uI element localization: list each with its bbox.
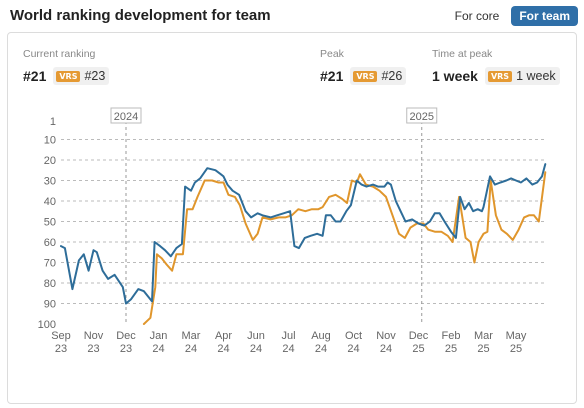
x-tick-month: Apr — [215, 330, 232, 342]
x-tick-month: Jun — [247, 330, 265, 342]
time-at-peak-stat: Time at peak 1 week VRS 1 week — [432, 48, 560, 85]
y-tick-label: 20 — [44, 155, 56, 167]
x-tick-month: Jul — [281, 330, 295, 342]
y-tick-label: 50 — [44, 216, 56, 228]
x-tick-year: 24 — [315, 343, 327, 355]
time-at-peak-vrs-value: 1 week — [516, 69, 556, 83]
x-tick-year: 23 — [87, 343, 99, 355]
y-tick-label: 60 — [44, 237, 56, 249]
x-tick-year: 23 — [55, 343, 67, 355]
y-tick-label: 100 — [38, 319, 56, 331]
for-team-button[interactable]: For team — [511, 6, 578, 26]
x-tick-year: 25 — [445, 343, 457, 355]
x-tick-month: May — [506, 330, 527, 342]
x-tick-month: Sep — [51, 330, 71, 342]
year-marker-box — [110, 107, 142, 124]
y-tick-label: 70 — [44, 257, 56, 269]
vrs-badge: VRS — [56, 70, 81, 82]
current-ranking-stat: Current ranking #21 VRS #23 — [23, 48, 110, 85]
time-at-peak-vrs-pill: VRS 1 week — [484, 67, 560, 85]
year-marker-label: 2025 — [410, 111, 434, 123]
peak-stat: Peak #21 VRS #26 — [320, 48, 407, 85]
team-ranking-line — [60, 163, 547, 305]
x-tick-year: 23 — [120, 343, 132, 355]
year-marker-label: 2024 — [114, 111, 138, 123]
x-tick-year: 24 — [185, 343, 197, 355]
x-tick-year: 25 — [477, 343, 489, 355]
x-tick-year: 24 — [217, 343, 229, 355]
vrs-badge: VRS — [487, 70, 513, 82]
scope-toggle: For core For team — [447, 6, 578, 26]
y-tick-label: 80 — [44, 278, 56, 290]
x-tick-month: Dec — [116, 330, 136, 342]
x-tick-year: 24 — [250, 343, 262, 355]
vrs-ranking-line — [142, 171, 547, 325]
y-tick-label: 40 — [44, 196, 56, 208]
for-core-button[interactable]: For core — [454, 9, 500, 23]
x-tick-month: Aug — [311, 330, 331, 342]
x-tick-year: 24 — [282, 343, 294, 355]
y-tick-label: 1 — [50, 116, 56, 128]
current-vrs-pill: VRS #23 — [53, 67, 110, 85]
x-tick-year: 24 — [380, 343, 392, 355]
peak-value: #21 — [320, 68, 344, 84]
x-tick-month: Mar — [474, 330, 493, 342]
x-tick-month: Dec — [409, 330, 429, 342]
year-marker-box — [406, 107, 438, 124]
x-tick-year: 25 — [412, 343, 424, 355]
vrs-badge: VRS — [353, 70, 378, 82]
page-title: World ranking development for team — [10, 7, 271, 24]
x-tick-month: Mar — [182, 330, 201, 342]
x-tick-month: Nov — [84, 330, 104, 342]
current-ranking-label: Current ranking — [23, 48, 96, 60]
peak-vrs-value: #26 — [381, 69, 403, 83]
time-at-peak-label: Time at peak — [432, 48, 493, 60]
peak-label: Peak — [320, 48, 344, 60]
peak-vrs-pill: VRS #26 — [350, 67, 407, 85]
y-tick-label: 30 — [44, 175, 56, 187]
x-tick-month: Nov — [376, 330, 396, 342]
x-tick-month: Oct — [345, 330, 362, 342]
ranking-card — [7, 32, 577, 404]
y-tick-label: 90 — [44, 298, 56, 310]
y-tick-label: 10 — [44, 134, 56, 146]
current-ranking-value: #21 — [23, 68, 47, 84]
time-at-peak-value: 1 week — [432, 68, 478, 84]
x-tick-year: 24 — [347, 343, 359, 355]
x-tick-year: 24 — [152, 343, 164, 355]
x-tick-month: Jan — [150, 330, 168, 342]
x-tick-year: 25 — [510, 343, 522, 355]
x-tick-month: Feb — [442, 330, 461, 342]
current-vrs-value: #23 — [84, 69, 106, 83]
